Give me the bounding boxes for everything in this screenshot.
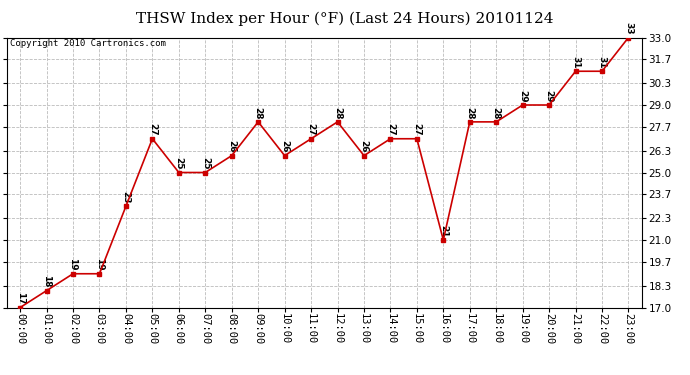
Text: 28: 28	[254, 106, 263, 119]
Text: 26: 26	[280, 140, 289, 153]
Text: 21: 21	[439, 225, 448, 237]
Text: 23: 23	[121, 191, 130, 204]
Text: 27: 27	[413, 123, 422, 136]
Text: 25: 25	[201, 157, 210, 170]
Text: 31: 31	[598, 56, 607, 69]
Text: 28: 28	[333, 106, 342, 119]
Text: 29: 29	[544, 90, 553, 102]
Text: THSW Index per Hour (°F) (Last 24 Hours) 20101124: THSW Index per Hour (°F) (Last 24 Hours)…	[136, 11, 554, 26]
Text: Copyright 2010 Cartronics.com: Copyright 2010 Cartronics.com	[10, 39, 166, 48]
Text: 28: 28	[465, 106, 474, 119]
Text: 25: 25	[175, 157, 184, 170]
Text: 19: 19	[95, 258, 104, 271]
Text: 33: 33	[624, 22, 633, 35]
Text: 28: 28	[492, 106, 501, 119]
Text: 26: 26	[359, 140, 368, 153]
Text: 26: 26	[227, 140, 236, 153]
Text: 18: 18	[42, 275, 51, 288]
Text: 31: 31	[571, 56, 580, 69]
Text: 17: 17	[16, 292, 25, 305]
Text: 27: 27	[306, 123, 315, 136]
Text: 27: 27	[148, 123, 157, 136]
Text: 27: 27	[386, 123, 395, 136]
Text: 29: 29	[518, 90, 527, 102]
Text: 19: 19	[68, 258, 77, 271]
